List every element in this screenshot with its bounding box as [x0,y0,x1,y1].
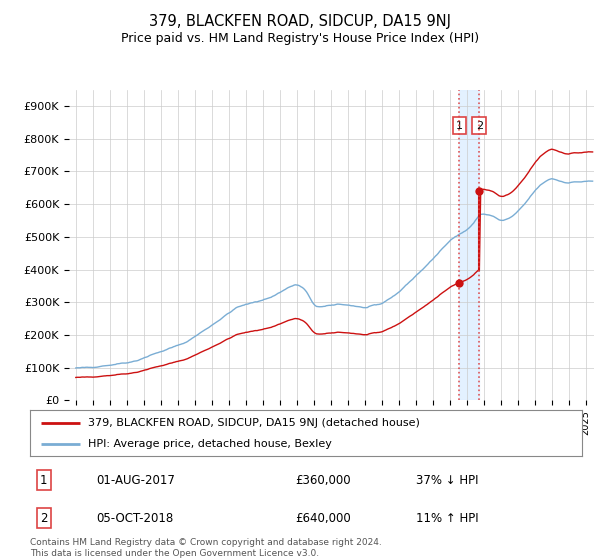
Text: 2: 2 [476,120,483,130]
Text: £360,000: £360,000 [295,474,350,487]
Text: 379, BLACKFEN ROAD, SIDCUP, DA15 9NJ (detached house): 379, BLACKFEN ROAD, SIDCUP, DA15 9NJ (de… [88,418,420,428]
Text: 37% ↓ HPI: 37% ↓ HPI [416,474,479,487]
Text: HPI: Average price, detached house, Bexley: HPI: Average price, detached house, Bexl… [88,440,332,450]
Text: 01-AUG-2017: 01-AUG-2017 [96,474,175,487]
Text: £640,000: £640,000 [295,512,351,525]
Text: 11% ↑ HPI: 11% ↑ HPI [416,512,479,525]
Text: 2: 2 [40,512,47,525]
Text: 1: 1 [456,120,463,130]
Bar [460,90,479,400]
Text: Price paid vs. HM Land Registry's House Price Index (HPI): Price paid vs. HM Land Registry's House … [121,32,479,45]
Text: 1: 1 [40,474,47,487]
Text: Contains HM Land Registry data © Crown copyright and database right 2024.
This d: Contains HM Land Registry data © Crown c… [30,538,382,558]
Text: 05-OCT-2018: 05-OCT-2018 [96,512,173,525]
Text: 379, BLACKFEN ROAD, SIDCUP, DA15 9NJ: 379, BLACKFEN ROAD, SIDCUP, DA15 9NJ [149,14,451,29]
